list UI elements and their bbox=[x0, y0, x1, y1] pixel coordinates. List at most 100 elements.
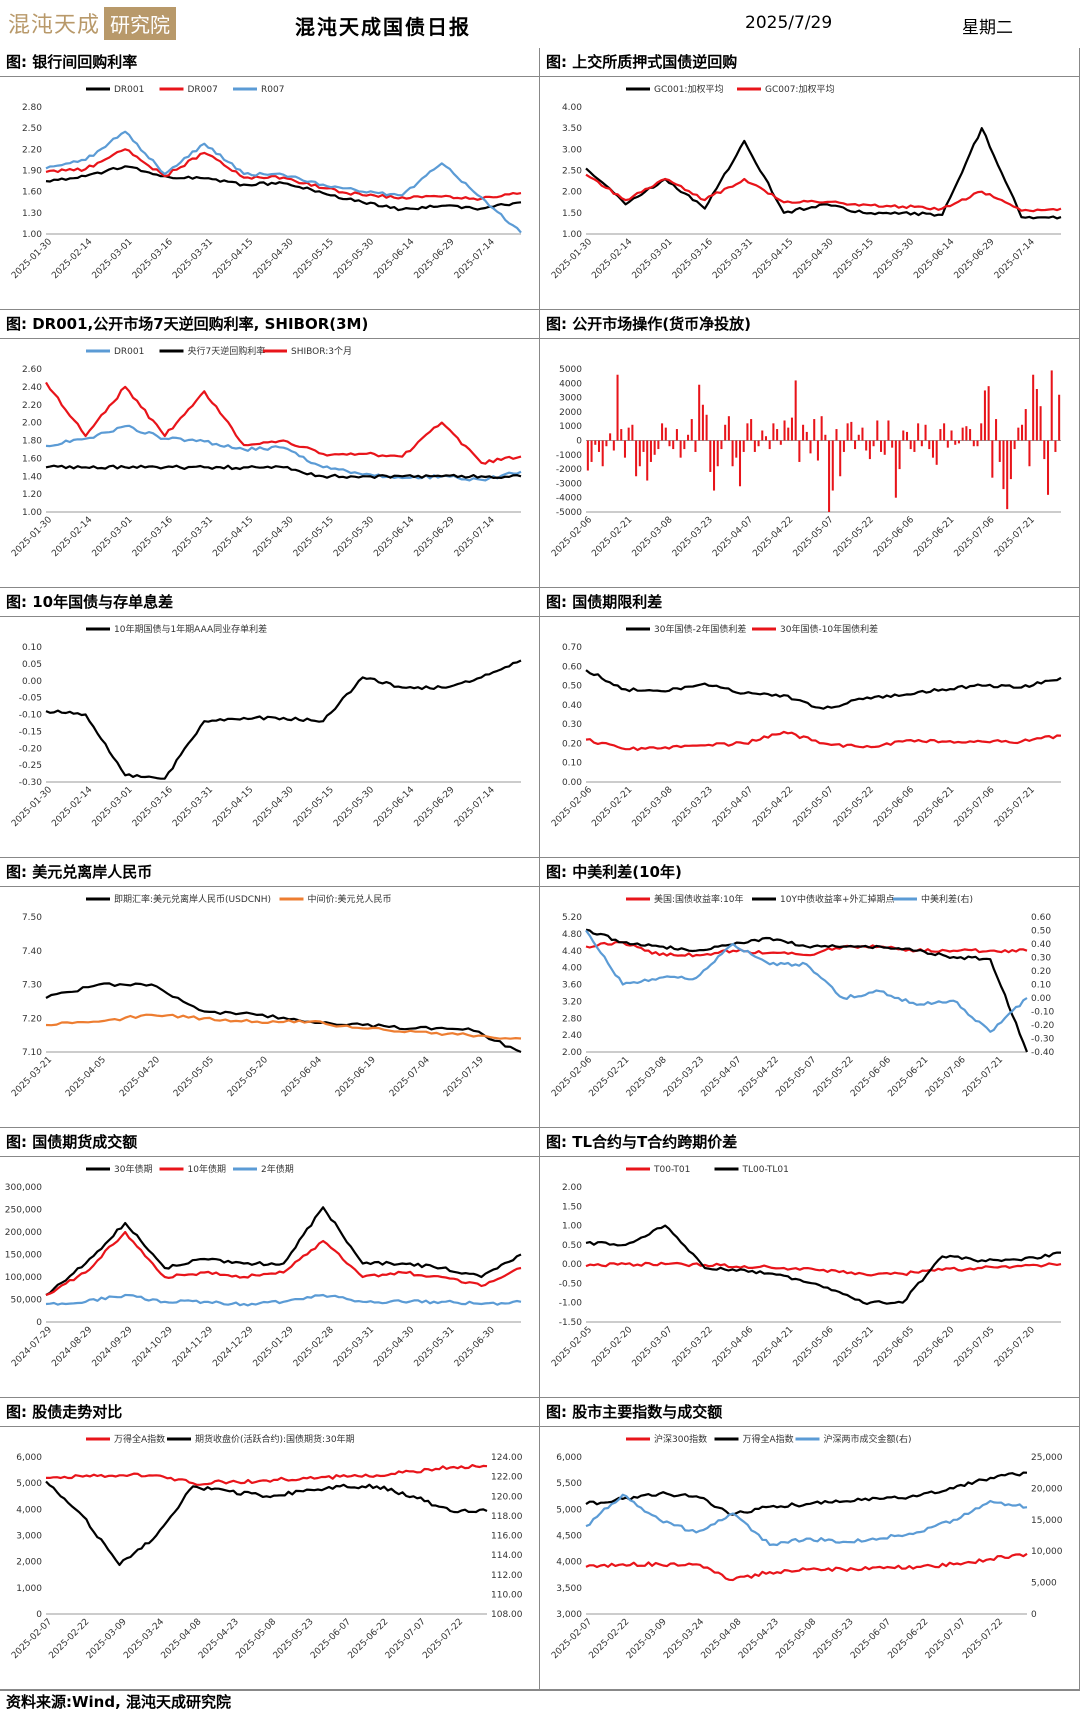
bar bbox=[698, 384, 701, 441]
bar bbox=[1017, 427, 1020, 441]
bar bbox=[809, 440, 812, 454]
x-tick-label: 2025-02-14 bbox=[50, 515, 94, 559]
y-tick-label: 1.30 bbox=[22, 209, 42, 219]
bar bbox=[1046, 440, 1050, 495]
y-tick-label: 4.80 bbox=[562, 930, 582, 940]
y-tick-label: 250,000 bbox=[5, 1206, 42, 1216]
bar bbox=[969, 429, 972, 441]
y-tick-label: 1.60 bbox=[22, 188, 42, 198]
bar bbox=[764, 436, 768, 441]
y-tick-label: 5,500 bbox=[556, 1479, 582, 1489]
panel-calendar-spread: 图: TL合约与T合约跨期价差 -1.50 -1.00 -0.50 0.00 0.50 1… bbox=[540, 1128, 1080, 1398]
panel-title: 图: TL合约与T合约跨期价差 bbox=[540, 1128, 1079, 1157]
panel-10y-cd-spread: 图: 10年国债与存单息差 -0.30 -0.25 -0.20 -0.15 -0.10-… bbox=[0, 588, 540, 858]
y-tick-label: 300,000 bbox=[5, 1183, 42, 1193]
bar bbox=[783, 420, 786, 441]
legend-label: 央行7天逆回购利率 bbox=[188, 345, 266, 357]
series-line bbox=[45, 1293, 522, 1307]
legend-label: 中美利差(右) bbox=[921, 893, 973, 905]
y-tick-label: 4.00 bbox=[562, 964, 582, 974]
series-line bbox=[585, 928, 1029, 1053]
x-tick-label: 2025-04-15 bbox=[211, 785, 255, 829]
y2-tick-label: 10,000 bbox=[1031, 1547, 1063, 1557]
x-tick-label: 2025-07-21 bbox=[961, 1055, 1005, 1099]
bar bbox=[857, 434, 860, 441]
legend-label: 即期汇率:美元兑离岸人民币(USDCNH) bbox=[114, 893, 271, 905]
y-tick-label: 2.00 bbox=[562, 188, 582, 198]
x-tick-label: 2025-07-04 bbox=[388, 1055, 432, 1099]
y-tick-label: 7.30 bbox=[22, 981, 42, 991]
y2-tick-label: 0.60 bbox=[1031, 913, 1051, 923]
report-weekday: 星期二 bbox=[962, 18, 1013, 38]
x-tick-label: 2025-05-30 bbox=[332, 237, 376, 281]
legend-label: GC007:加权平均 bbox=[765, 83, 834, 95]
y-tick-label: 2.00 bbox=[562, 1048, 582, 1058]
bar bbox=[594, 440, 597, 445]
legend-label: 10年债期 bbox=[188, 1163, 226, 1175]
bar bbox=[642, 440, 645, 452]
bar bbox=[690, 419, 693, 441]
x-tick-label: 2025-03-31 bbox=[171, 515, 215, 559]
x-tick-label: 2024-12-29 bbox=[211, 1325, 255, 1369]
panel-exchange-repo: 图: 上交所质押式国债逆回购 1.00 1.50 2.00 2.50 3.00 3.50 4… bbox=[540, 48, 1080, 310]
x-tick-label: 2025-07-06 bbox=[953, 515, 997, 559]
series-line bbox=[585, 941, 1028, 958]
y-tick-label: 3.60 bbox=[562, 981, 582, 991]
y-tick-label: 5.20 bbox=[562, 913, 582, 923]
y-tick-label: 7.10 bbox=[22, 1048, 42, 1058]
y-tick-label: 2.50 bbox=[562, 167, 582, 177]
y-tick-label: 3000 bbox=[559, 394, 582, 404]
bar bbox=[802, 424, 805, 441]
legend-label: DR001 bbox=[114, 347, 144, 357]
x-tick-label: 2025-06-06 bbox=[872, 515, 916, 559]
series-line bbox=[585, 1552, 1028, 1582]
legend-label: 万得全A指数 bbox=[114, 1433, 165, 1445]
x-tick-label: 2025-07-20 bbox=[993, 1325, 1037, 1369]
series-line bbox=[585, 173, 1062, 213]
y-tick-label: 1000 bbox=[559, 422, 582, 432]
x-tick-label: 2025-06-14 bbox=[372, 237, 416, 281]
chart-open-market: -5000 -4000 -3000 -2000 -1000 0 1000 2000 3000 40… bbox=[550, 365, 1061, 559]
x-tick-label: 2025-05-30 bbox=[872, 237, 916, 281]
y2-tick-label: 25,000 bbox=[1031, 1453, 1063, 1463]
bar bbox=[731, 440, 734, 467]
x-tick-label: 2025-07-14 bbox=[453, 237, 497, 281]
y-tick-label: 7.40 bbox=[22, 947, 42, 957]
y-tick-label: 1.00 bbox=[562, 1222, 582, 1232]
bar bbox=[987, 386, 990, 441]
bar bbox=[668, 440, 671, 447]
x-tick-label: 2025-04-22 bbox=[751, 515, 795, 559]
x-tick-label: 2025-04-07 bbox=[711, 515, 755, 559]
x-tick-label: 2025-03-31 bbox=[171, 785, 215, 829]
panel-term-spread: 图: 国债期限利差 0.00 0.10 0.20 0.30 0.40 0.50 0.60 0.… bbox=[540, 588, 1080, 858]
series-line bbox=[45, 424, 522, 482]
y-tick-label: 1.80 bbox=[22, 437, 42, 447]
legend-label: 美国:国债收益率:10年 bbox=[654, 893, 744, 905]
x-tick-label: 2025-03-07 bbox=[631, 1325, 675, 1369]
y2-tick-label: -0.30 bbox=[1031, 1035, 1055, 1045]
legend-label: TL00-TL01 bbox=[742, 1165, 789, 1175]
bar bbox=[820, 416, 823, 441]
y2-tick-label: 122.00 bbox=[491, 1473, 523, 1483]
x-tick-label: 2025-02-05 bbox=[550, 1325, 594, 1369]
bar bbox=[646, 440, 649, 481]
y-tick-label: 3.00 bbox=[562, 145, 582, 155]
y2-tick-label: 0.30 bbox=[1031, 954, 1051, 964]
chart-usdcnh: 7.10 7.20 7.30 7.40 7.50 2025-03-21 2025-04-05… bbox=[10, 893, 522, 1099]
x-tick-label: 2025-05-15 bbox=[292, 515, 336, 559]
y-tick-label: 100,000 bbox=[5, 1273, 42, 1283]
bar bbox=[842, 440, 845, 452]
bar bbox=[894, 440, 897, 498]
bar bbox=[998, 440, 1001, 462]
x-tick-label: 2025-07-14 bbox=[453, 785, 497, 829]
bar bbox=[831, 440, 834, 491]
bar bbox=[976, 440, 979, 447]
y-tick-label: 0.10 bbox=[22, 643, 42, 653]
x-tick-label: 2025-05-05 bbox=[172, 1055, 216, 1099]
y-tick-label: 1,000 bbox=[16, 1584, 42, 1594]
x-tick-label: 2025-04-22 bbox=[751, 785, 795, 829]
bar bbox=[776, 429, 779, 441]
y-tick-label: 4,000 bbox=[16, 1505, 42, 1515]
x-tick-label: 2025-05-15 bbox=[292, 785, 336, 829]
bar bbox=[972, 440, 975, 447]
